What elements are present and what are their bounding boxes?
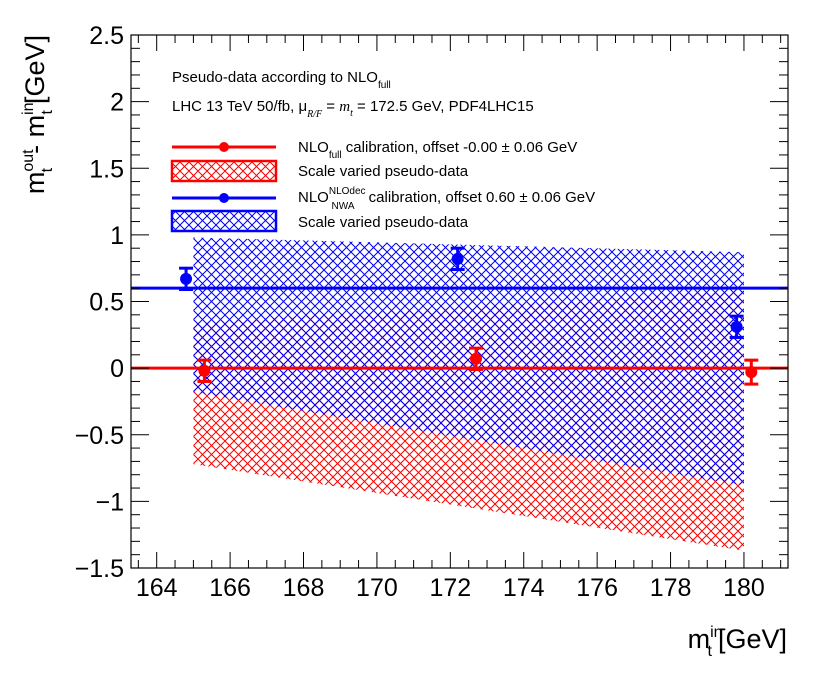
- annotation-line-2-post: = 172.5 GeV, PDF4LHC15: [353, 98, 534, 115]
- y-axis-ticks: −1.5 −1 −0.5 0 0.5 1 1.5 2 2.5: [75, 22, 788, 583]
- y-axis-title: mout t- min t[GeV]: [20, 35, 56, 194]
- legend-label-nlo-nwa-sup: NLOdec: [329, 186, 366, 197]
- legend-label-nlo-full: NLOfull calibration, offset -0.00 ± 0.06…: [298, 139, 577, 161]
- legend-swatch-red-band: [170, 159, 278, 183]
- data-point-red: [469, 346, 484, 371]
- annotation-line-2-eq: =: [322, 98, 339, 115]
- annotation-line-1: Pseudo-data according to NLOfull: [172, 69, 391, 91]
- legend-entry-blue-band: Scale varied pseudo-data: [170, 209, 469, 233]
- y-axis-title-main: m: [20, 172, 50, 195]
- x-axis-title-unit: [GeV]: [718, 624, 787, 654]
- marker-blue: [730, 320, 743, 333]
- x-axis-title-sup: in: [710, 624, 722, 641]
- legend-label-nlo-full-sub: full: [329, 150, 342, 161]
- x-tick-label: 178: [650, 574, 692, 602]
- annotation-line-1-text: Pseudo-data according to NLO: [172, 69, 378, 86]
- legend-marker-blue: [219, 193, 229, 203]
- scale-band-blue: [193, 237, 744, 486]
- x-tick-label: 180: [723, 574, 765, 602]
- y-tick-label: 0.5: [89, 289, 124, 317]
- y-tick-label: 2.5: [89, 22, 124, 50]
- data-point-red: [744, 358, 759, 386]
- annotation-line-2-mt-sub: t: [350, 108, 353, 119]
- x-tick-label: 176: [576, 574, 618, 602]
- marker-red: [198, 364, 211, 377]
- y-axis-title-minus: - m: [20, 115, 50, 154]
- data-points-layer: [179, 246, 759, 386]
- x-tick-label: 172: [429, 574, 471, 602]
- annotation-line-2-mu: μ: [298, 98, 307, 115]
- annotation-line-2-pre: LHC 13 TeV 50/fb,: [172, 98, 298, 115]
- bands-layer: [193, 237, 744, 551]
- x-axis-title-sub: t: [708, 643, 713, 660]
- legend-label-blue-band: Scale varied pseudo-data: [298, 214, 469, 231]
- marker-blue: [180, 272, 193, 285]
- y-axis-title-sup2: in: [20, 102, 37, 114]
- data-point-blue: [179, 266, 194, 292]
- x-axis-ticks: 164 166 168 170 172 174 176 178 180: [136, 35, 782, 602]
- x-axis-title-main: m: [688, 624, 711, 654]
- legend-entry-nlo-nwa: NLONLOdec NWA calibration, offset 0.60 ± …: [172, 186, 595, 212]
- y-axis-title-sup1: out: [20, 149, 37, 172]
- legend-label-nlo-full-post: calibration, offset -0.00 ± 0.06 GeV: [342, 139, 578, 156]
- legend-label-nlo-full-pre: NLO: [298, 139, 329, 156]
- y-tick-label: 1: [110, 222, 124, 250]
- y-tick-label: 2: [110, 89, 124, 117]
- x-tick-label: 164: [136, 574, 178, 602]
- annotation-line-1-sub: full: [378, 80, 391, 91]
- legend-label-nlo-nwa: NLONLOdec NWA calibration, offset 0.60 ± …: [298, 186, 595, 212]
- marker-red: [470, 352, 483, 365]
- legend-label-nlo-nwa-post: calibration, offset 0.60 ± 0.06 GeV: [365, 189, 596, 206]
- x-tick-label: 168: [283, 574, 325, 602]
- offset-lines-layer: [131, 286, 788, 370]
- x-tick-label: 166: [209, 574, 251, 602]
- y-tick-label: −1: [95, 488, 124, 516]
- y-axis-title-sub1: t: [39, 167, 56, 172]
- y-tick-label: −0.5: [75, 422, 124, 450]
- annotation-line-2-mu-sub: R/F: [306, 109, 323, 120]
- legend-marker-red: [219, 142, 229, 152]
- x-tick-label: 170: [356, 574, 398, 602]
- marker-blue: [451, 252, 464, 265]
- x-tick-label: 174: [503, 574, 545, 602]
- y-axis-title-unit: [GeV]: [20, 35, 50, 104]
- legend-entry-nlo-full: NLOfull calibration, offset -0.00 ± 0.06…: [172, 139, 577, 161]
- marker-red: [745, 366, 758, 379]
- y-tick-label: −1.5: [75, 555, 124, 583]
- data-point-red: [197, 358, 212, 383]
- legend-label-red-band: Scale varied pseudo-data: [298, 163, 469, 180]
- y-tick-label: 1.5: [89, 155, 124, 183]
- legend-swatch-blue-band: [170, 209, 278, 233]
- legend-label-nlo-nwa-pre: NLO: [298, 189, 329, 206]
- legend: NLOfull calibration, offset -0.00 ± 0.06…: [170, 139, 595, 233]
- annotation-line-2-mt: m: [339, 99, 350, 115]
- legend-label-nlo-nwa-sub: NWA: [332, 201, 355, 212]
- data-point-blue: [729, 314, 744, 339]
- x-axis-title: min t [GeV]: [688, 624, 787, 660]
- data-point-blue: [450, 246, 465, 272]
- legend-entry-red-band: Scale varied pseudo-data: [170, 159, 469, 183]
- y-tick-label: 0: [110, 355, 124, 383]
- y-axis-title-sub2: t: [39, 109, 56, 114]
- annotation-line-2: LHC 13 TeV 50/fb, μR/F = mt = 172.5 GeV,…: [172, 98, 534, 120]
